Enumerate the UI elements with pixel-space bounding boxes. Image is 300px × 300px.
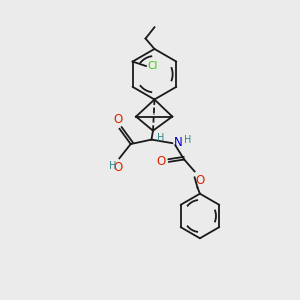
Text: O: O <box>157 155 166 168</box>
Text: O: O <box>114 161 123 174</box>
Text: O: O <box>114 112 123 126</box>
Text: H: H <box>184 135 192 145</box>
Text: H: H <box>157 133 164 143</box>
Text: H: H <box>109 161 117 171</box>
Text: O: O <box>196 174 205 188</box>
Text: Cl: Cl <box>147 61 158 71</box>
Text: N: N <box>174 136 182 149</box>
